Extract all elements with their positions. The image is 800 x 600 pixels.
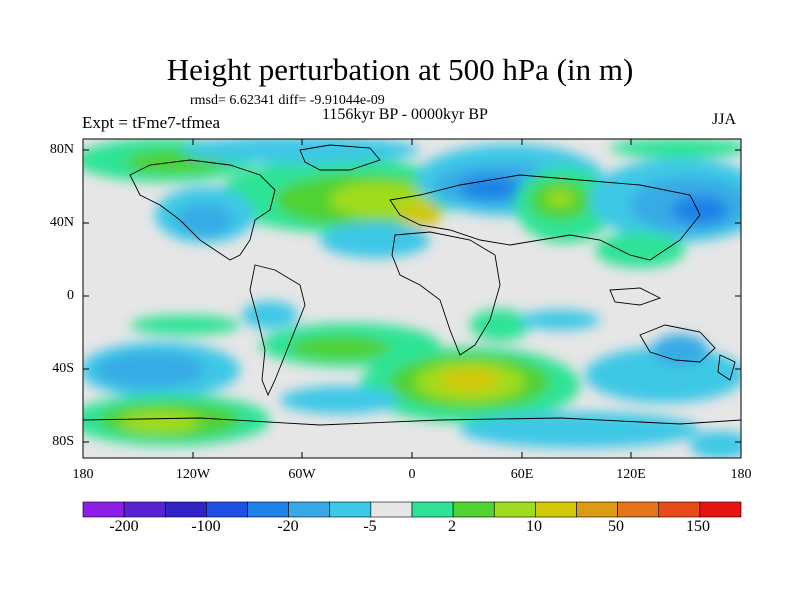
colorbar-swatch [617, 501, 660, 518]
colorbar-swatch [535, 501, 577, 518]
coastlines [83, 144, 741, 426]
colorbar-label: 2 [448, 518, 456, 535]
colorbar-label: -5 [363, 518, 377, 535]
season-label: JJA [712, 111, 737, 128]
colorbar-swatch [576, 501, 618, 518]
lon-label-180-right: 180 [730, 467, 752, 482]
lon-label-120w: 120W [175, 467, 211, 482]
lat-label-80s: 80S [52, 434, 74, 449]
colorbar-swatch [452, 501, 495, 518]
time-period-label: 1156kyr BP - 0000kyr BP [322, 106, 488, 123]
lat-label-80n: 80N [49, 142, 74, 157]
colorbar-swatch [247, 501, 289, 518]
lon-label-60w: 60W [288, 467, 316, 482]
colorbar-swatch [493, 501, 536, 518]
lat-label-0: 0 [67, 288, 74, 303]
colorbar-label: 50 [608, 518, 624, 535]
colorbar [82, 501, 742, 518]
colorbar-swatch [699, 501, 742, 518]
colorbar-label: -20 [277, 518, 299, 535]
colorbar-swatch [82, 501, 125, 518]
colorbar-swatch [411, 501, 454, 518]
lat-label-40s: 40S [52, 361, 74, 376]
colorbar-swatch [658, 501, 701, 518]
lon-label-60e: 60E [510, 467, 534, 482]
axis-ticks [82, 139, 742, 458]
colorbar-label: -200 [109, 518, 139, 535]
rmsd-diff-stats: rmsd= 6.62341 diff= -9.91044e-09 [190, 93, 385, 108]
colorbar-swatch [164, 501, 207, 518]
colorbar-swatch [123, 501, 166, 518]
experiment-label: Expt = tFme7-tfmea [82, 113, 221, 132]
colorbar-label: 150 [686, 518, 710, 535]
lon-label-0: 0 [408, 467, 416, 482]
colorbar-swatch [370, 501, 413, 518]
colorbar-swatch [288, 501, 331, 518]
colorbar-label: 10 [526, 518, 542, 535]
colorbar-label: -100 [191, 518, 221, 535]
colorbar-swatch [329, 501, 372, 518]
lat-label-40n: 40N [49, 215, 74, 230]
colorbar-swatch [206, 501, 248, 518]
contour-field [83, 139, 741, 458]
lon-label-120e: 120E [616, 467, 646, 482]
plot-title: Height perturbation at 500 hPa (in m) [166, 52, 634, 87]
lon-label-180-left: 180 [72, 467, 94, 482]
